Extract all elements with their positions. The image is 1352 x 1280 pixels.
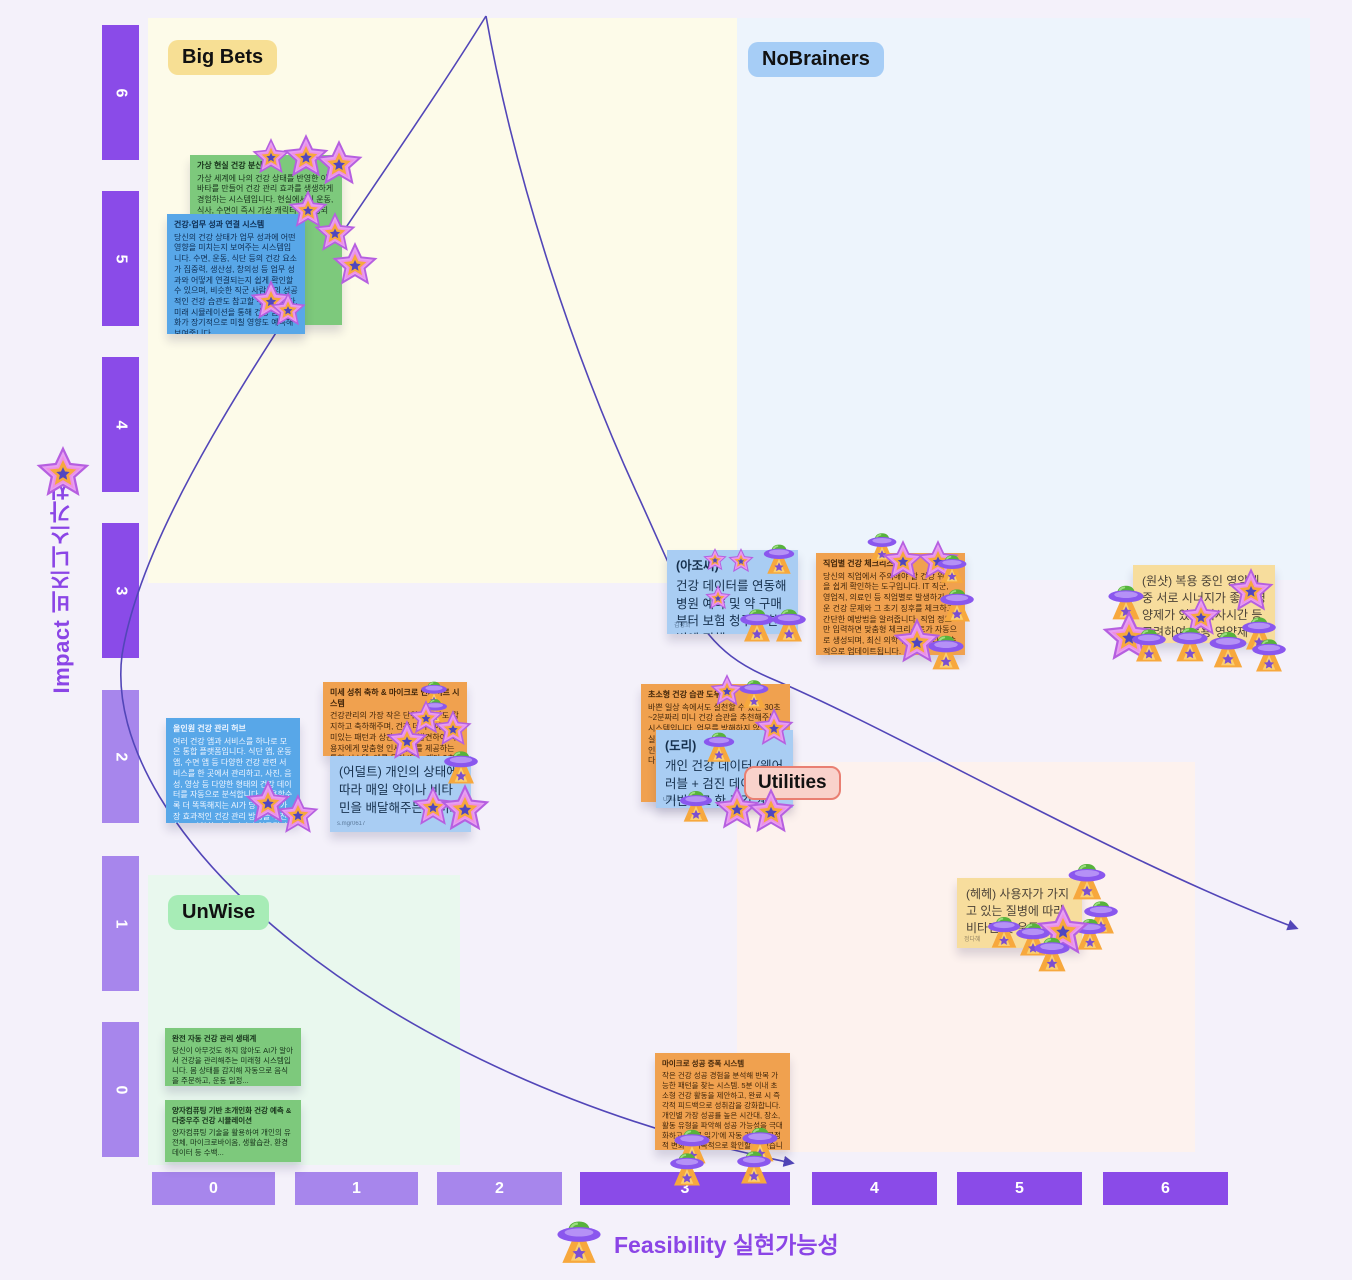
ufo-icon <box>552 1212 606 1266</box>
note-author: 정다혜 <box>964 937 981 944</box>
note-title: 양자컴퓨팅 기반 초개인화 건강 예측 & 다중우주 건강 시뮬레이션 <box>172 1106 292 1126</box>
note-title: 올인원 건강 관리 허브 <box>173 724 246 733</box>
ufo-icon[interactable] <box>924 628 968 672</box>
star-icon[interactable] <box>728 548 754 574</box>
note-title: 마이크로 성공 증폭 시스템 <box>662 1059 745 1068</box>
star-icon[interactable] <box>277 794 319 836</box>
quadrant-label-unwise[interactable]: UnWise <box>168 895 270 930</box>
ufo-icon[interactable] <box>1128 622 1170 664</box>
star-icon[interactable] <box>434 710 472 748</box>
star-icon[interactable] <box>440 784 490 834</box>
y-tick-0[interactable]: 0 <box>102 1022 139 1157</box>
quadrant-label-nobrainers[interactable]: NoBrainers <box>748 42 884 77</box>
star-icon[interactable] <box>270 292 306 328</box>
star-icon <box>36 446 90 500</box>
ufo-icon[interactable] <box>936 582 978 624</box>
y-tick-1[interactable]: 1 <box>102 856 139 991</box>
ufo-icon[interactable] <box>736 674 772 710</box>
ufo-icon[interactable] <box>733 1144 775 1186</box>
star-icon[interactable] <box>705 585 731 611</box>
y-tick-6[interactable]: 6 <box>102 25 139 160</box>
ufo-icon[interactable] <box>760 538 798 576</box>
note-title: 완전 자동 건강 관리 생태계 <box>172 1034 257 1043</box>
note-author: 김성희 <box>674 623 691 630</box>
y-axis-label: Impact 비즈니스가치 <box>49 478 74 694</box>
x-tick-4[interactable]: 4 <box>812 1172 937 1205</box>
note-body: 당신이 아무것도 하지 않아도 AI가 알아서 건강을 관리해주는 미래형 시스… <box>172 1046 294 1086</box>
note-body: 양자컴퓨팅 기술을 활용하여 개인의 유전체, 마이크로바이옴, 생활습관, 환… <box>172 1128 291 1158</box>
y-tick-4[interactable]: 4 <box>102 357 139 492</box>
y-tick-2[interactable]: 2 <box>102 690 139 823</box>
star-icon[interactable] <box>747 788 795 836</box>
x-axis-label: Feasibility 실현가능성 <box>614 1232 839 1258</box>
ufo-icon[interactable] <box>676 784 716 824</box>
ufo-icon[interactable] <box>1248 632 1290 674</box>
x-tick-6[interactable]: 6 <box>1103 1172 1228 1205</box>
star-icon[interactable] <box>1228 568 1274 614</box>
ufo-icon[interactable] <box>666 1146 708 1188</box>
star-icon[interactable] <box>386 720 428 762</box>
x-tick-1[interactable]: 1 <box>295 1172 418 1205</box>
sticky-note-full-auto[interactable]: 완전 자동 건강 관리 생태계 당신이 아무것도 하지 않아도 AI가 알아서 … <box>165 1028 301 1086</box>
note-author: s.mgr0617 <box>337 821 366 828</box>
ufo-icon[interactable] <box>1030 930 1074 974</box>
star-icon[interactable] <box>332 242 378 288</box>
sticky-note-quantum[interactable]: 양자컴퓨팅 기반 초개인화 건강 예측 & 다중우주 건강 시뮬레이션 양자컴퓨… <box>165 1100 301 1162</box>
y-tick-3[interactable]: 3 <box>102 523 139 658</box>
ufo-icon[interactable] <box>440 744 482 786</box>
quadrant-utilities-area <box>737 762 1195 1152</box>
x-tick-2[interactable]: 2 <box>437 1172 562 1205</box>
ufo-icon[interactable] <box>700 726 738 764</box>
star-icon[interactable] <box>703 548 727 572</box>
x-tick-0[interactable]: 0 <box>152 1172 275 1205</box>
y-tick-5[interactable]: 5 <box>102 191 139 326</box>
quadrant-nobrainers-area <box>737 18 1310 580</box>
star-icon[interactable] <box>315 140 363 188</box>
ufo-icon[interactable] <box>934 549 970 585</box>
ufo-icon[interactable] <box>768 602 810 644</box>
x-tick-5[interactable]: 5 <box>957 1172 1082 1205</box>
quadrant-label-big-bets[interactable]: Big Bets <box>168 40 278 75</box>
star-icon[interactable] <box>754 708 794 748</box>
note-title: 건강-업무 성과 연결 시스템 <box>174 220 265 229</box>
